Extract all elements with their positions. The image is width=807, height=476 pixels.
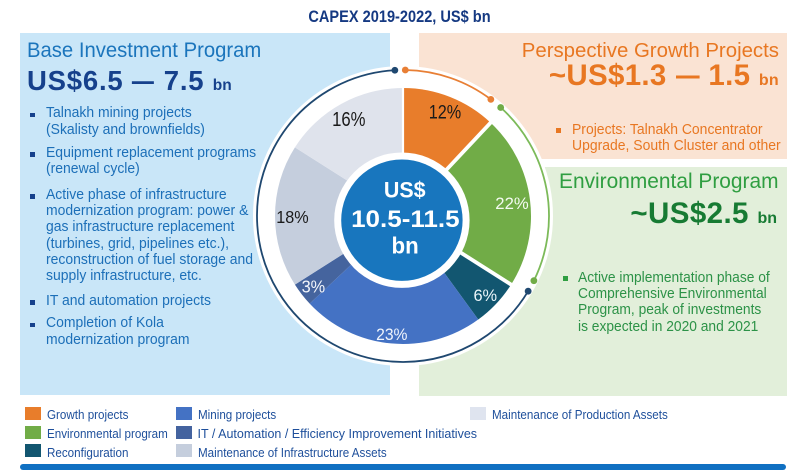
svg-text:US$: US$: [384, 177, 426, 202]
svg-text:18%: 18%: [276, 207, 309, 227]
svg-text:3%: 3%: [302, 276, 326, 296]
svg-text:12%: 12%: [429, 102, 462, 124]
svg-text:22%: 22%: [495, 194, 528, 213]
svg-text:23%: 23%: [376, 325, 408, 344]
svg-text:bn: bn: [392, 233, 419, 259]
svg-text:10.5-11.5: 10.5-11.5: [351, 206, 460, 233]
svg-text:16%: 16%: [332, 109, 366, 131]
svg-text:6%: 6%: [473, 286, 497, 305]
